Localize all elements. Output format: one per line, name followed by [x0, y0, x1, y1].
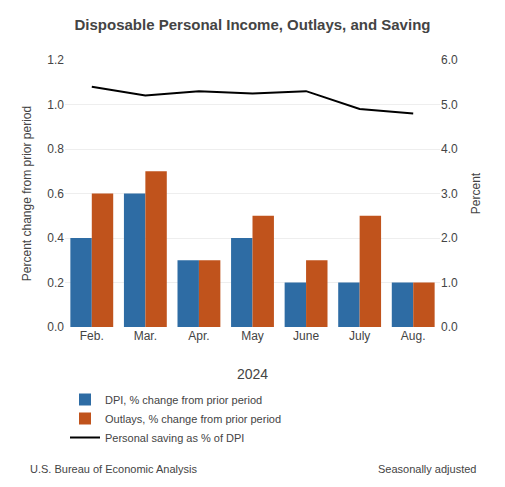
- svg-text:0.8: 0.8: [47, 142, 64, 156]
- svg-text:Disposable Personal Income, Ou: Disposable Personal Income, Outlays, and…: [75, 16, 431, 33]
- svg-text:0.4: 0.4: [47, 231, 64, 245]
- svg-text:2024: 2024: [237, 366, 268, 382]
- svg-text:Aug.: Aug.: [401, 329, 426, 343]
- svg-text:0.0: 0.0: [441, 320, 458, 334]
- svg-text:0.6: 0.6: [47, 187, 64, 201]
- svg-text:U.S. Bureau of Economic Analys: U.S. Bureau of Economic Analysis: [30, 463, 197, 475]
- svg-text:Percent change from prior peri: Percent change from prior period: [20, 106, 34, 281]
- svg-text:0.0: 0.0: [47, 320, 64, 334]
- svg-text:Seasonally adjusted: Seasonally adjusted: [378, 463, 476, 475]
- svg-text:2.0: 2.0: [441, 231, 458, 245]
- svg-text:Apr.: Apr.: [188, 329, 209, 343]
- svg-text:5.0: 5.0: [441, 98, 458, 112]
- svg-text:4.0: 4.0: [441, 142, 458, 156]
- svg-text:Personal saving as % of DPI: Personal saving as % of DPI: [105, 432, 244, 444]
- svg-text:Feb.: Feb.: [80, 329, 104, 343]
- svg-text:0.2: 0.2: [47, 276, 64, 290]
- svg-text:1.0: 1.0: [47, 98, 64, 112]
- svg-text:3.0: 3.0: [441, 187, 458, 201]
- svg-text:Percent: Percent: [469, 172, 483, 214]
- svg-text:DPI, % change from prior perio: DPI, % change from prior period: [105, 394, 262, 406]
- svg-text:Mar.: Mar.: [134, 329, 157, 343]
- svg-text:6.0: 6.0: [441, 53, 458, 67]
- svg-text:July: July: [349, 329, 370, 343]
- svg-text:Outlays, % change from prior p: Outlays, % change from prior period: [105, 413, 281, 425]
- svg-text:June: June: [293, 329, 319, 343]
- svg-text:May: May: [241, 329, 264, 343]
- svg-text:1.0: 1.0: [441, 276, 458, 290]
- svg-text:1.2: 1.2: [47, 53, 64, 67]
